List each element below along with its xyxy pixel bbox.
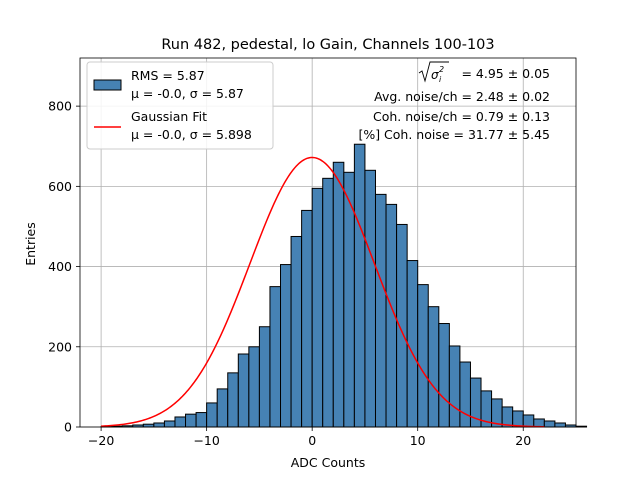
legend-histogram-label-line2: μ = -0.0, σ = 5.87 bbox=[131, 86, 244, 101]
histogram-bar bbox=[406, 260, 419, 428]
histogram-bar bbox=[522, 414, 535, 428]
histogram-bar bbox=[448, 345, 461, 428]
histogram-bar bbox=[227, 372, 239, 428]
legend-histogram-label-line1: RMS = 5.87 bbox=[131, 68, 205, 83]
histogram-bar bbox=[301, 209, 313, 428]
histogram-bar bbox=[459, 361, 471, 428]
histogram-bar bbox=[512, 410, 524, 428]
svg-text:i: i bbox=[439, 75, 442, 84]
x-tick-label: −20 bbox=[88, 433, 114, 448]
histogram-bar bbox=[438, 323, 450, 428]
histogram-bar bbox=[269, 286, 282, 428]
histogram-bar bbox=[364, 169, 376, 428]
y-axis-ticks: 0 200 400 600 800 bbox=[48, 99, 80, 435]
histogram-bar bbox=[554, 422, 566, 428]
histogram-bar bbox=[237, 353, 250, 428]
histogram-bar bbox=[575, 425, 588, 428]
legend-fit-label-line2: μ = -0.0, σ = 5.898 bbox=[131, 127, 252, 142]
svg-text:2: 2 bbox=[439, 65, 444, 74]
svg-text:σ: σ bbox=[431, 68, 439, 82]
chart-title: Run 482, pedestal, lo Gain, Channels 100… bbox=[161, 37, 494, 53]
legend-histogram-swatch bbox=[93, 79, 122, 91]
axes-frame bbox=[79, 57, 577, 428]
histogram-bar bbox=[258, 326, 271, 428]
histogram-bar bbox=[280, 264, 292, 428]
histogram-bars bbox=[100, 143, 588, 428]
histogram-bar bbox=[533, 418, 545, 428]
histogram-bar bbox=[353, 143, 366, 428]
histogram-bar bbox=[417, 284, 429, 428]
x-axis-ticks: −20 −10 0 10 20 bbox=[88, 427, 531, 448]
y-tick-label: 0 bbox=[64, 420, 72, 435]
annotation-avg-noise: Avg. noise/ch = 2.48 ± 0.02 bbox=[374, 89, 550, 104]
histogram-bar bbox=[543, 420, 556, 428]
y-axis-label: Entries bbox=[23, 222, 38, 266]
legend-box bbox=[86, 61, 274, 150]
y-tick-label: 800 bbox=[48, 99, 72, 114]
histogram-bar bbox=[332, 161, 345, 428]
histogram-bar bbox=[427, 306, 440, 428]
histogram-bar bbox=[374, 193, 387, 428]
legend-fit-label-line1: Gaussian Fit bbox=[131, 109, 207, 124]
x-tick-label: 10 bbox=[410, 433, 426, 448]
x-tick-label: 20 bbox=[515, 433, 531, 448]
annotation-sigma-value: = 4.95 ± 0.05 bbox=[461, 66, 550, 81]
histogram-bar bbox=[174, 416, 187, 428]
histogram-bar bbox=[396, 223, 408, 428]
histogram-bar bbox=[322, 177, 334, 428]
histogram-bar bbox=[311, 187, 324, 428]
y-tick-label: 600 bbox=[48, 179, 72, 194]
sqrt-sigma-symbol: σ 2 i bbox=[418, 61, 449, 84]
histogram-bar bbox=[216, 388, 229, 428]
histogram-bar bbox=[153, 422, 165, 428]
histogram-bar bbox=[142, 423, 155, 428]
y-tick-label: 200 bbox=[48, 339, 72, 354]
histogram-bar bbox=[290, 235, 303, 428]
histogram-bar bbox=[206, 402, 218, 428]
noise-annotations: σ 2 i = 4.95 ± 0.05 Avg. noise/ch = 2.48… bbox=[358, 61, 550, 142]
x-tick-label: −10 bbox=[193, 433, 219, 448]
x-axis-label: ADC Counts bbox=[291, 455, 366, 470]
annotation-coh-noise-percent: [%] Coh. noise = 31.77 ± 5.45 bbox=[358, 127, 550, 142]
histogram-bar bbox=[248, 346, 260, 428]
x-tick-label: 0 bbox=[308, 433, 316, 448]
gaussian-fit-curve bbox=[101, 156, 545, 428]
histogram-bar bbox=[185, 413, 197, 428]
histogram-bar bbox=[195, 412, 208, 428]
legend: RMS = 5.87 μ = -0.0, σ = 5.87 Gaussian F… bbox=[86, 61, 274, 150]
histogram-bar bbox=[163, 420, 176, 428]
y-tick-label: 400 bbox=[48, 259, 72, 274]
annotation-coh-noise: Coh. noise/ch = 0.79 ± 0.13 bbox=[373, 109, 550, 124]
